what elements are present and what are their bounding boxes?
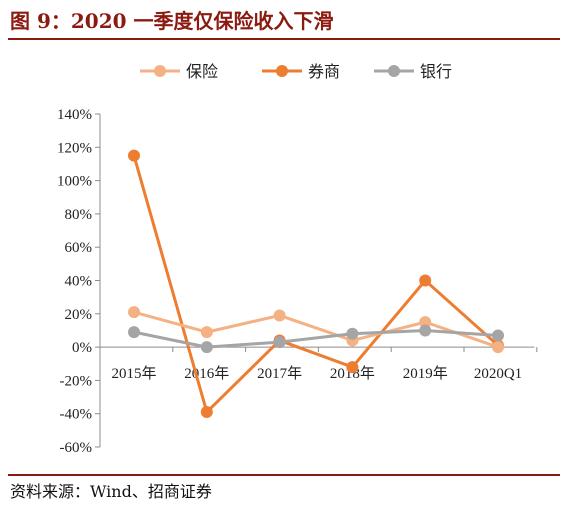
data-point-券商: [346, 361, 359, 374]
y-tick-label: 0%: [72, 340, 92, 356]
data-point-银行: [273, 336, 286, 349]
data-point-银行: [346, 327, 359, 340]
figure-title: 图 9：2020 一季度仅保险收入下滑: [10, 9, 334, 33]
data-point-券商: [200, 406, 213, 419]
data-point-保险: [200, 326, 213, 339]
y-tick-label: 140%: [57, 107, 92, 123]
data-point-券商: [128, 149, 140, 162]
y-tick-label: 20%: [65, 307, 93, 323]
legend-label: 保险: [186, 62, 218, 81]
source-note: 资料来源：Wind、招商证券: [10, 482, 212, 501]
x-tick-label: 2018年: [330, 365, 375, 382]
y-tick-label: 100%: [57, 174, 92, 190]
data-point-保险: [492, 341, 504, 354]
data-point-银行: [492, 329, 504, 342]
series-line-券商: [132, 155, 499, 414]
y-tick-label: 120%: [57, 140, 92, 156]
x-tick-label: 2019年: [403, 365, 448, 382]
data-point-保险: [128, 306, 140, 319]
chart-legend: 保险 券商 银行: [140, 62, 452, 81]
y-tick-label: 40%: [65, 274, 93, 290]
x-axis: 2015年 2016年 2017年 2018年 2019年 2020Q1: [99, 346, 538, 382]
x-tick-label: 2015年: [111, 365, 156, 382]
y-tick-label: -40%: [60, 407, 93, 423]
y-tick-label: -60%: [60, 440, 93, 456]
x-tick-label: 2017年: [257, 365, 302, 382]
data-point-券商: [419, 274, 432, 287]
data-point-保险: [273, 309, 286, 322]
y-tick-label: -20%: [60, 373, 93, 389]
x-tick-label: 2020Q1: [474, 366, 522, 382]
y-tick-label: 80%: [65, 207, 93, 223]
legend-swatch-marker: [276, 65, 288, 77]
series-line-保险: [133, 310, 499, 349]
data-point-银行: [128, 326, 140, 339]
legend-label: 银行: [420, 62, 452, 81]
data-point-银行: [200, 341, 213, 354]
data-point-银行: [419, 324, 432, 337]
legend-swatch-marker: [154, 65, 166, 77]
footer-divider: [8, 474, 560, 476]
series-line-银行: [133, 328, 499, 349]
title-divider: [8, 38, 560, 40]
x-tick-label: 2016年: [184, 365, 229, 382]
legend-swatch-marker: [388, 65, 400, 77]
data-point-保险: [419, 316, 432, 329]
y-tick-label: 60%: [65, 240, 93, 256]
y-axis: -60% -40% -20% 0% 20% 40% 60% 80% 100% 120% 140%: [57, 107, 101, 456]
chart-series: [128, 149, 504, 419]
legend-label: 券商: [308, 62, 340, 81]
